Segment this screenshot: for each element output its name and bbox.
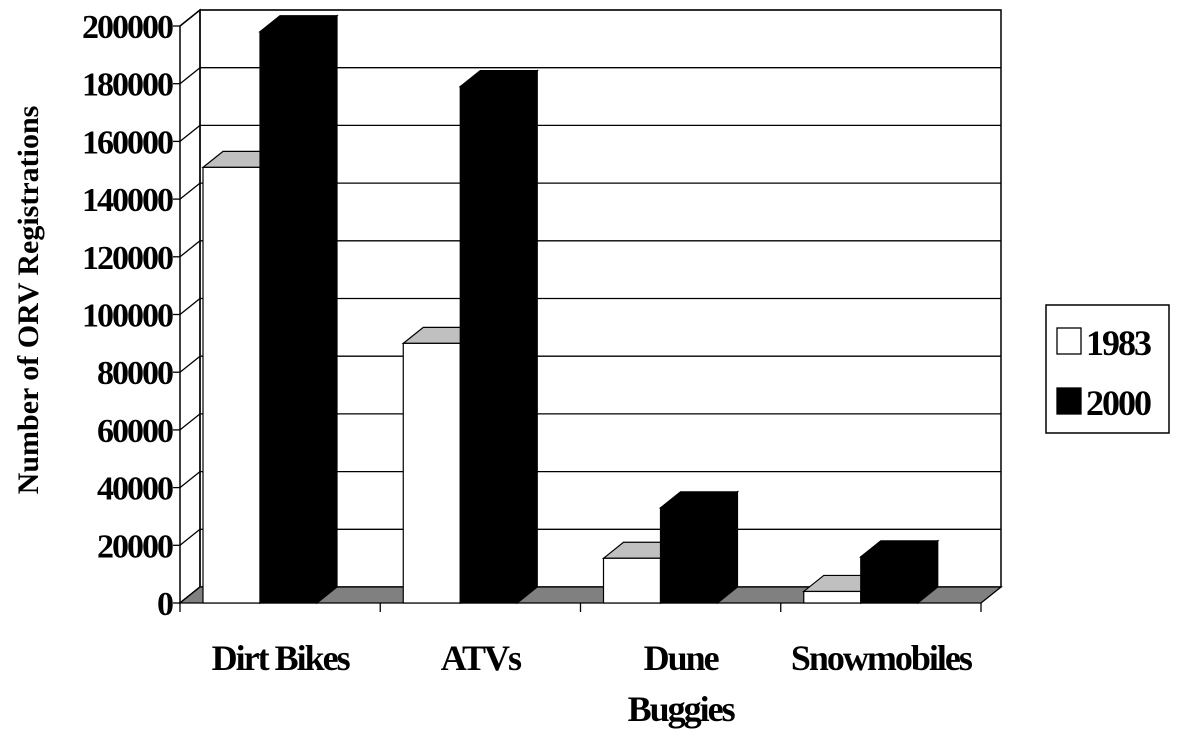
x-category-line: ATVs [441,638,522,678]
gridline-side [179,182,201,200]
gridline-side [179,355,201,373]
bar-2000 [859,539,940,605]
bars [201,14,940,605]
y-tick-label: 160000 [82,124,173,161]
x-category-line: Buggies [628,689,736,729]
x-category-label: Dune Buggies [628,638,736,729]
y-tick-label: 140000 [82,182,173,219]
y-tick-label: 40000 [97,471,173,508]
legend: 1983 2000 [1045,304,1170,434]
bar-front [860,556,919,604]
gridline-side [179,124,201,142]
y-tick-label: 100000 [82,298,173,335]
bar-front [259,31,318,604]
gridline-side [179,67,201,85]
gridline-side [179,240,201,258]
y-tick-label: 0 [157,586,173,623]
x-category-label: Dirt Bikes [212,638,351,678]
y-tick-label: 120000 [82,240,173,277]
bar-front [659,507,719,604]
bar-2000 [258,14,339,605]
y-tick-label: 20000 [97,528,173,565]
bar-side [516,69,538,605]
bar-side [316,14,338,605]
bar-front [602,557,662,604]
bar-2000 [658,490,740,605]
gridline-side [179,471,201,489]
y-tick-label: 60000 [97,413,173,450]
y-tick-label: 200000 [82,9,173,46]
gridline-side [179,528,201,546]
y-tick-label: 80000 [97,355,173,392]
bar-front [803,590,862,604]
y-tick-label: 180000 [82,67,173,104]
bar-front [402,342,461,604]
legend-swatch [1056,387,1082,415]
gridline-side [179,413,201,431]
legend-box [1045,304,1170,434]
x-category-label: Snowmobiles [791,638,973,678]
x-axis-categories: Dirt Bikes ATVs Dune Buggies Snowmobiles [212,638,975,729]
legend-swatch [1056,327,1082,355]
legend-label: 1983 [1086,323,1151,363]
bar-side [716,490,739,605]
x-category-line: Dune [644,638,720,678]
bar-front [459,85,518,604]
bar-front [202,166,261,604]
gridline-side [179,297,201,316]
y-axis-label: Number of ORV Registrations [12,106,45,495]
x-category-line: Dirt Bikes [212,638,351,678]
bar-2000 [458,69,539,605]
x-category-label: ATVs [441,638,522,678]
legend-label: 2000 [1086,383,1151,423]
x-category-line: Snowmobiles [791,638,973,678]
y-axis-ticks: 0 20000 40000 60000 80000 100000 120000 140000 1… [82,9,180,623]
